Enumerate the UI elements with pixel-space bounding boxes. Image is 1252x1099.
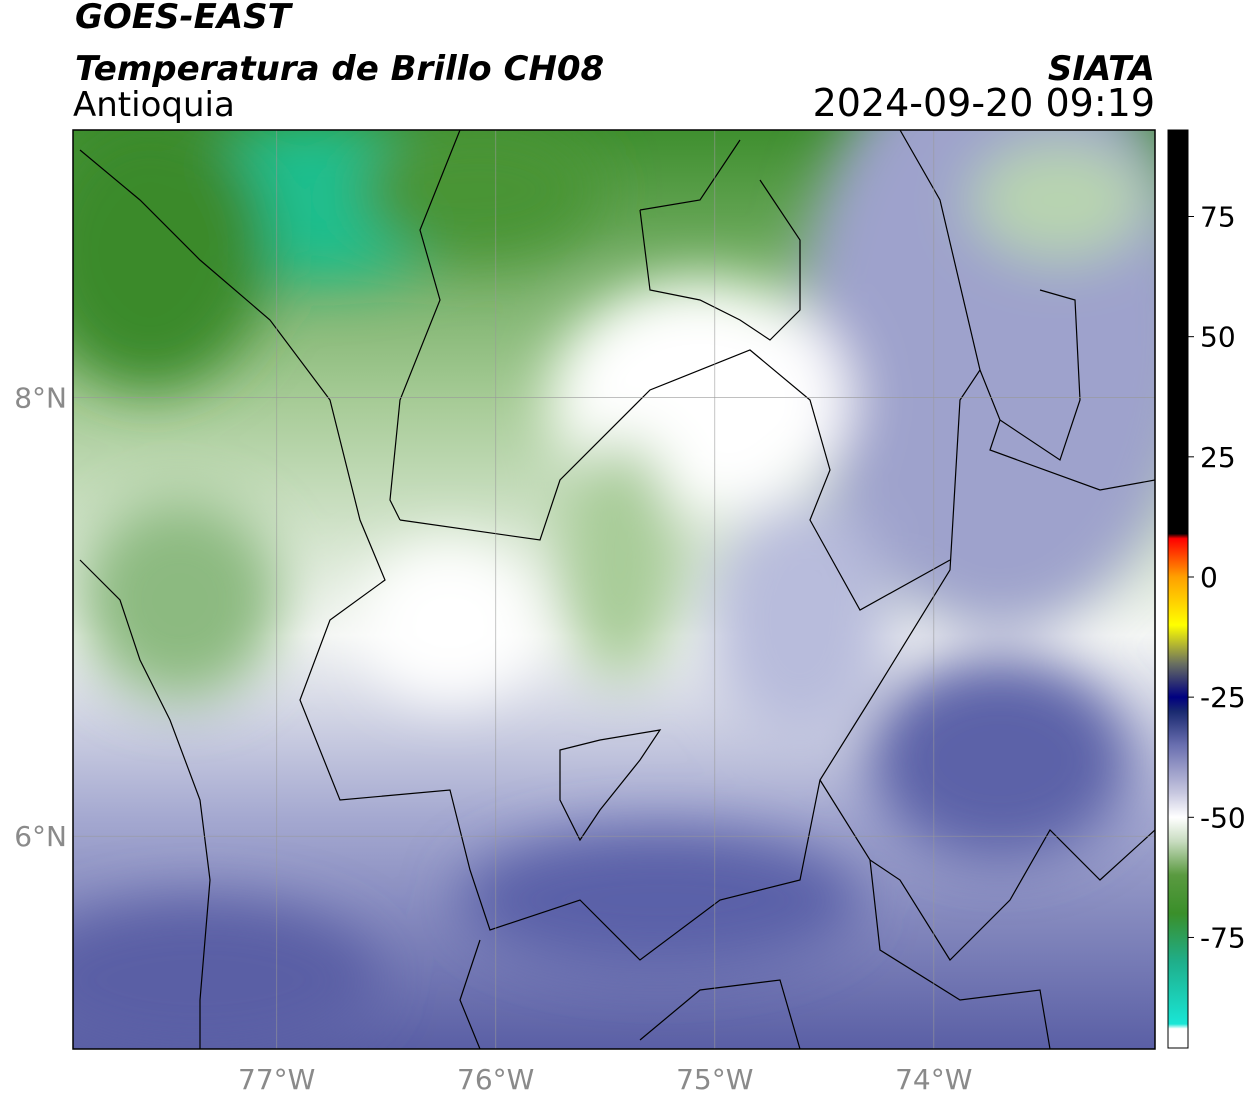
colorbar-scale	[1167, 129, 1189, 1049]
colorbar-tick-label: -25	[1200, 681, 1246, 714]
x-tick-label: 77°W	[238, 1063, 315, 1096]
subtitle: Temperatura de Brillo CH08	[75, 49, 604, 89]
colorbar-tick-label: 25	[1200, 441, 1236, 474]
map-frame	[72, 129, 1156, 1050]
colorbar-tick-label: 50	[1200, 321, 1236, 354]
x-tick-label: 75°W	[676, 1063, 753, 1096]
source: SIATA	[1048, 49, 1155, 89]
colorbar-tick-label: -50	[1200, 801, 1246, 834]
colorbar-tick-label: -75	[1200, 921, 1246, 954]
y-tick-label: 6°N	[14, 820, 67, 853]
colorbar-tick-label: 75	[1200, 201, 1236, 234]
graticule	[73, 130, 1155, 1049]
y-tick-label: 8°N	[14, 382, 67, 415]
colorbar-tick-label: 0	[1200, 561, 1218, 594]
satellite-image	[73, 130, 1155, 1049]
region: Antioquia	[73, 85, 235, 125]
x-tick-label: 76°W	[457, 1063, 534, 1096]
colorbar: 75 50 25 0 -25 -50 -75	[1167, 129, 1246, 1049]
title: GOES-EAST	[75, 0, 294, 37]
datetime: 2024-09-20 09:19	[813, 81, 1155, 125]
x-tick-label: 74°W	[895, 1063, 972, 1096]
